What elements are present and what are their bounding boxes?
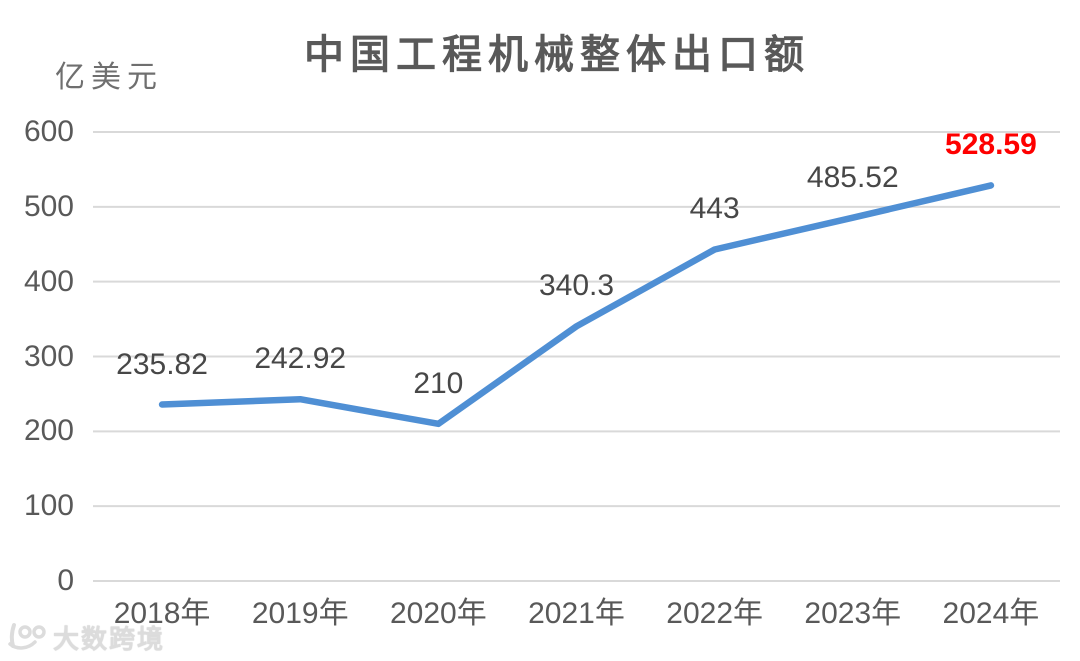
x-axis-tick-label: 2018年 bbox=[113, 597, 211, 630]
data-label: 210 bbox=[413, 366, 464, 400]
data-label-highlight: 528.59 bbox=[945, 128, 1037, 162]
data-label: 242.92 bbox=[254, 342, 347, 376]
y-axis-tick-label: 200 bbox=[23, 414, 74, 448]
data-line-series bbox=[158, 182, 995, 428]
data-label: 443 bbox=[689, 192, 740, 226]
y-axis-tick-label: 300 bbox=[23, 339, 74, 373]
watermark: 大数跨境 bbox=[6, 618, 165, 656]
x-axis-tick-label: 2020年 bbox=[389, 597, 487, 630]
x-axis-tick-label: 2023年 bbox=[804, 597, 902, 630]
data-label: 235.82 bbox=[116, 347, 208, 381]
y-axis-tick-label: 400 bbox=[23, 264, 74, 298]
x-axis-tick-label: 2021年 bbox=[528, 597, 625, 630]
y-axis-tick-label: 100 bbox=[23, 489, 74, 523]
x-axis-tick-label: 2019年 bbox=[251, 597, 349, 630]
y-axis-tick-label: 0 bbox=[57, 564, 74, 597]
watermark-logo-icon bbox=[8, 623, 46, 650]
y-axis-unit-label: 亿美元 bbox=[55, 61, 163, 94]
data-label: 340.3 bbox=[538, 269, 615, 303]
watermark-text: 大数跨境 bbox=[53, 623, 166, 654]
data-label: 485.52 bbox=[806, 160, 899, 194]
x-axis-tick-label: 2024年 bbox=[942, 597, 1040, 630]
y-axis-tick-label: 500 bbox=[23, 189, 74, 223]
y-axis-tick-label: 600 bbox=[23, 115, 74, 148]
chart-title: 中国工程机械整体出口额 bbox=[304, 33, 810, 77]
x-axis-tick-label: 2022年 bbox=[666, 597, 764, 630]
